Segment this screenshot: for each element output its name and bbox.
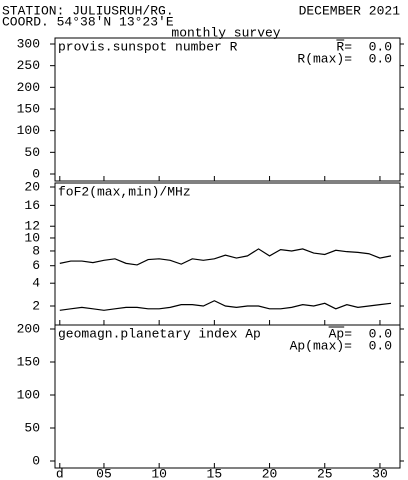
- x-tick-label: 05: [96, 466, 112, 480]
- date: DECEMBER 2021: [299, 3, 401, 18]
- station: STATION: JULIUSRUH/RG.: [2, 3, 174, 18]
- stat-value: 0.0: [369, 39, 392, 54]
- x-tick-label: 15: [207, 466, 223, 480]
- stat-value: 0.0: [369, 338, 392, 353]
- stat-label: Ap=: [329, 326, 353, 341]
- coord: COORD. 54°38'N 13°23'E: [2, 14, 174, 29]
- y-tick-label: 250: [17, 58, 40, 73]
- panel-title: foF2(max,min)/MHz: [58, 184, 191, 199]
- y-tick-label: 200: [17, 80, 40, 95]
- y-tick-label: 20: [24, 179, 40, 194]
- y-tick-label: 300: [17, 36, 40, 51]
- y-tick-label: 2: [32, 298, 40, 313]
- stat-label: R(max)=: [297, 51, 352, 66]
- panel-title: provis.sunspot number R: [58, 39, 238, 54]
- y-tick-label: 200: [17, 321, 40, 336]
- y-tick-label: 50: [24, 145, 40, 160]
- y-tick-label: 4: [32, 276, 40, 291]
- panel-frame: [54, 324, 401, 469]
- series-line: [59, 300, 392, 311]
- stat-label: Ap(max)=: [290, 338, 353, 353]
- stat-value: 0.0: [369, 51, 392, 66]
- y-tick-label: 0: [32, 166, 40, 181]
- y-tick-label: 6: [32, 258, 40, 273]
- y-tick-label: 100: [17, 123, 40, 138]
- y-tick-label: 100: [17, 387, 40, 402]
- y-tick-label: 150: [17, 354, 40, 369]
- series-line: [59, 248, 392, 266]
- stat-label: R=: [336, 39, 352, 54]
- y-tick-label: 12: [24, 219, 40, 234]
- x-tick-label: 25: [317, 466, 333, 480]
- stat-value: 0.0: [369, 326, 392, 341]
- y-tick-label: 10: [24, 230, 40, 245]
- y-tick-label: 16: [24, 198, 40, 213]
- y-tick-label: 0: [32, 453, 40, 468]
- x-tick-label: 10: [151, 466, 167, 480]
- x-tick-label: 30: [372, 466, 388, 480]
- y-tick-label: 150: [17, 101, 40, 116]
- panel-title: geomagn.planetary index Ap: [58, 326, 261, 341]
- subtitle: monthly survey: [171, 25, 280, 40]
- panel-frame: [54, 182, 401, 326]
- x-tick-label: 20: [262, 466, 278, 480]
- y-tick-label: 8: [32, 243, 40, 258]
- x-tick-label: d: [56, 466, 64, 480]
- y-tick-label: 50: [24, 420, 40, 435]
